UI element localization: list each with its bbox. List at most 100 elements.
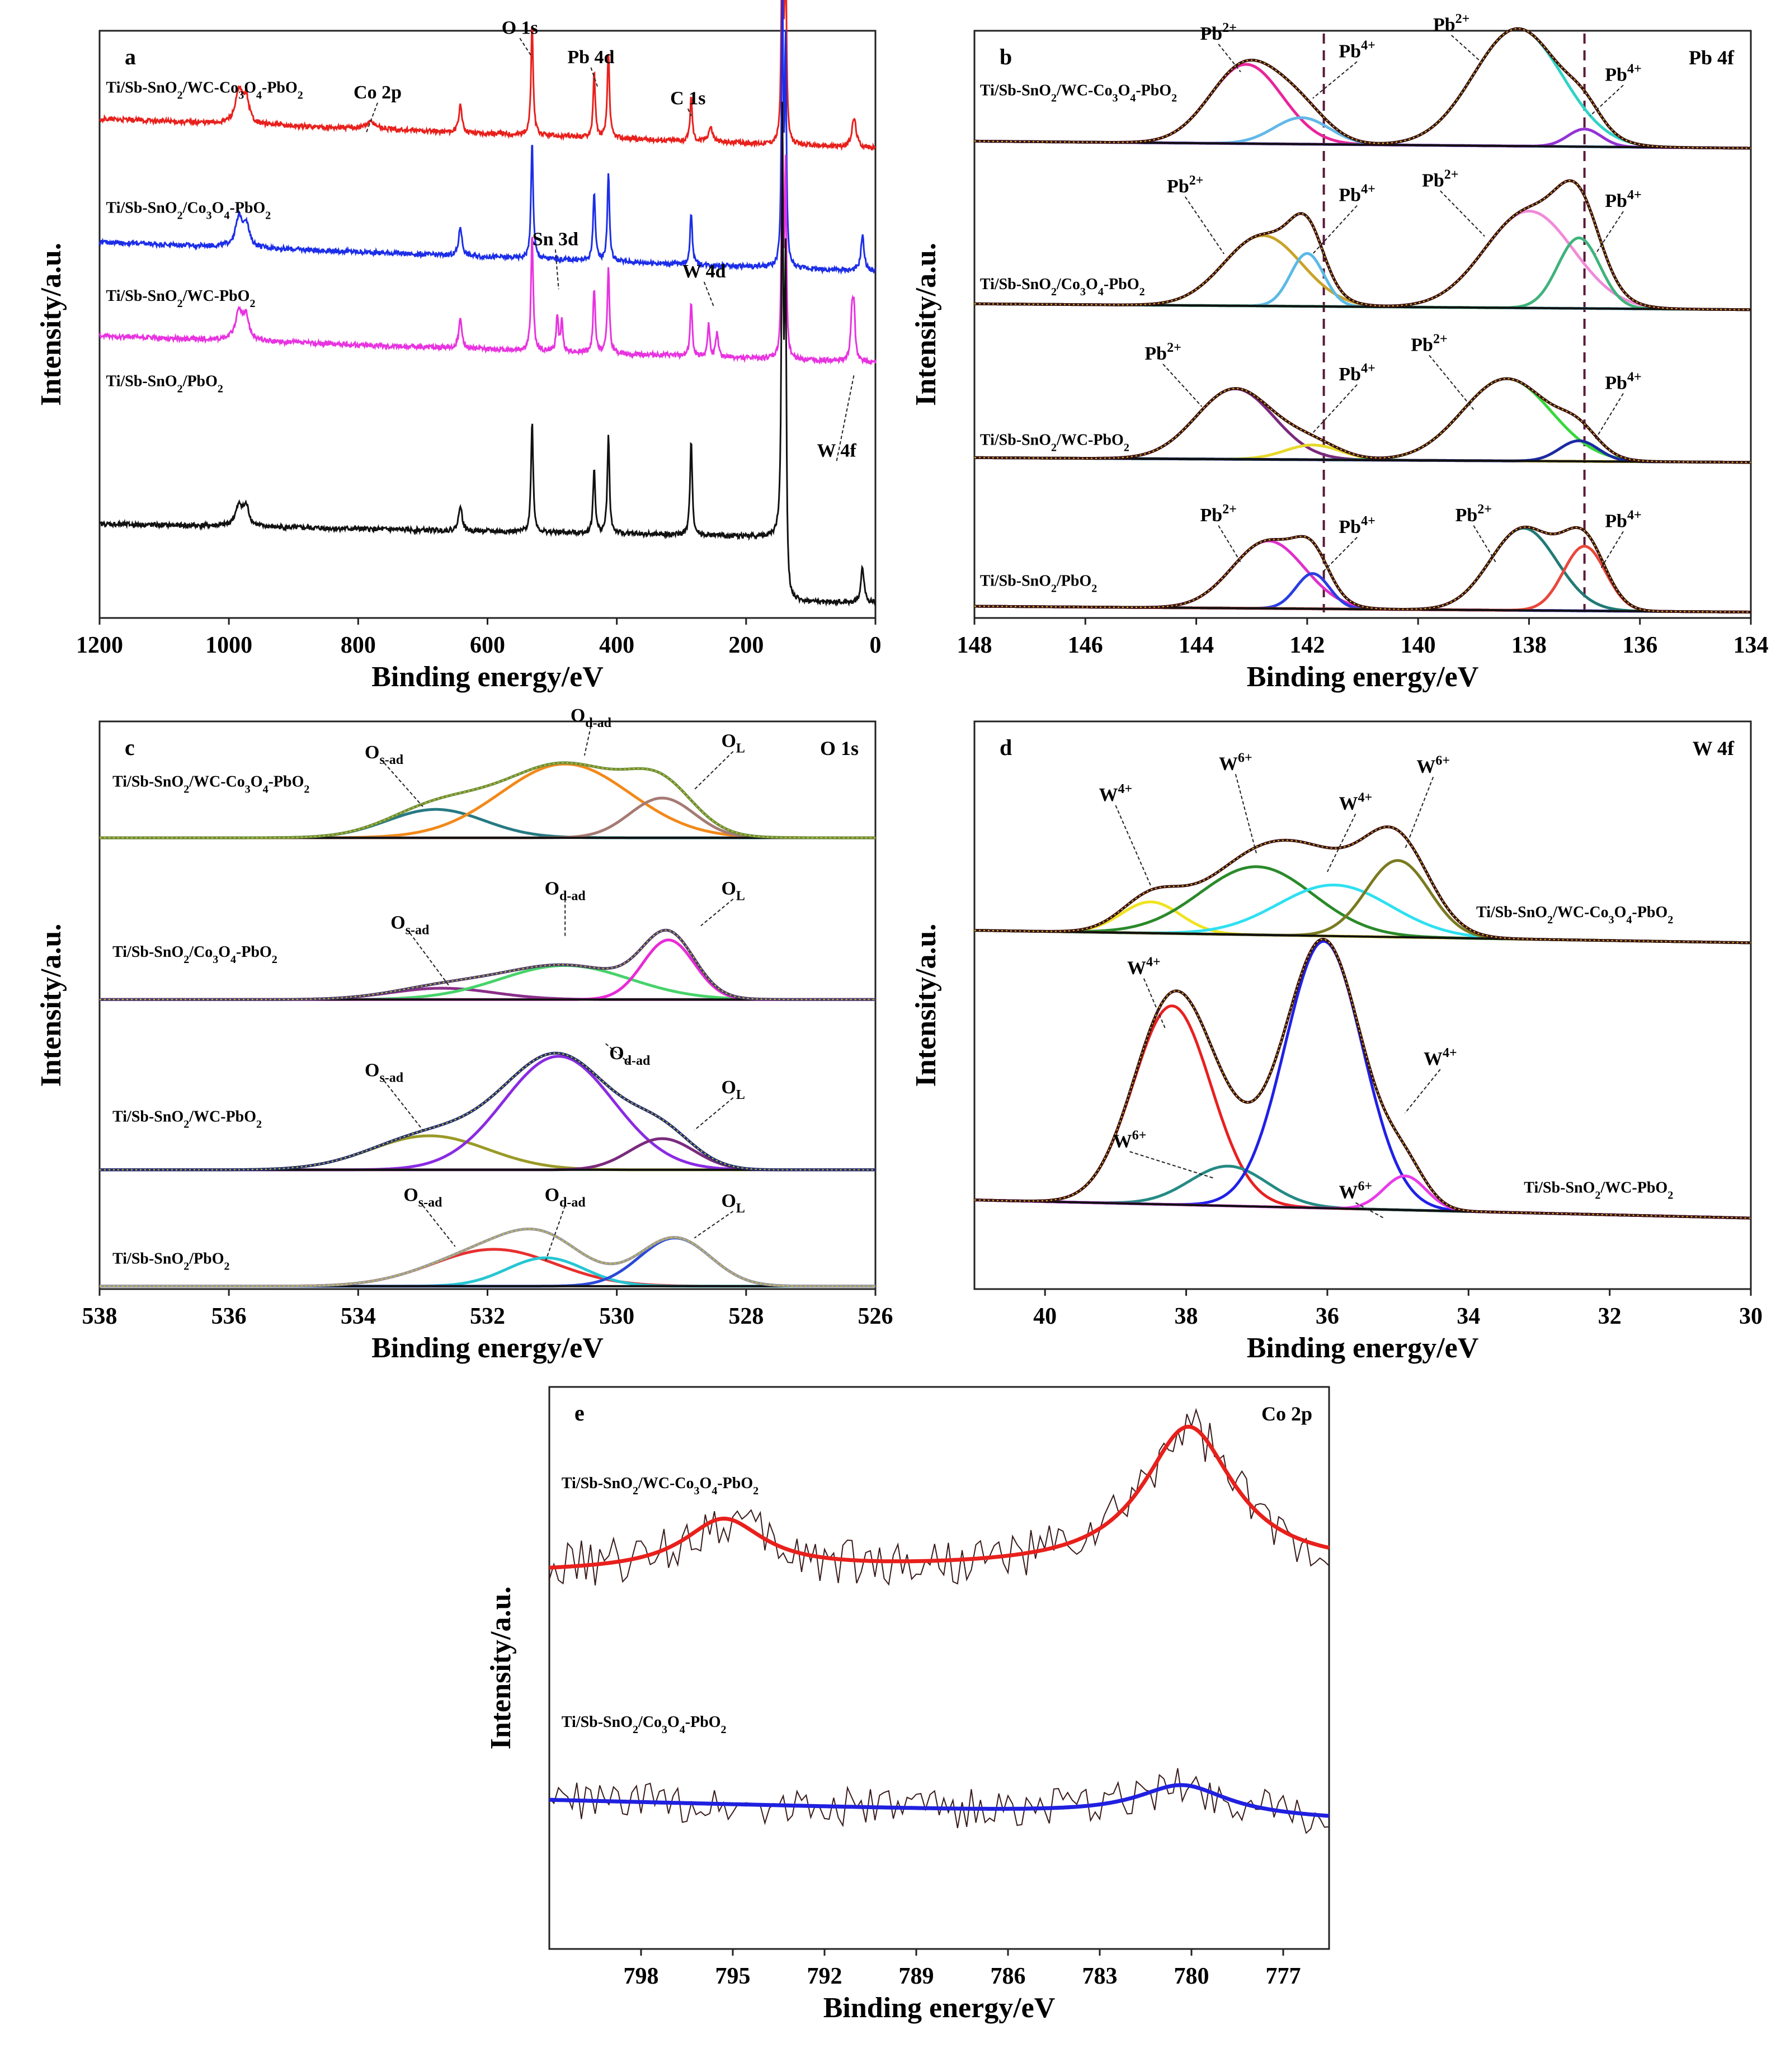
- annotation-leader-line: [1600, 531, 1624, 569]
- annotation-leader-line: [1404, 776, 1434, 849]
- annotation-leader-line: [703, 281, 714, 307]
- x-tick-label: 144: [1179, 633, 1214, 658]
- panel-d: 40 38 36 34 32 30 Binding energy/eV Intensity/a…: [910, 720, 1763, 1364]
- x-axis-title: Binding energy/eV: [1247, 661, 1479, 693]
- annotation-label: OL: [721, 1077, 745, 1102]
- panel-e: 798 795 792 789 786 783 780 777 Binding energy/e…: [485, 1386, 1330, 2024]
- sample-label: Ti/Sb-SnO2/Co3O4-PbO2: [980, 276, 1145, 298]
- x-tick-label: 532: [470, 1304, 505, 1329]
- raw-data-dotted-line: [974, 526, 1751, 613]
- annotation-leader-line: [409, 932, 449, 986]
- x-axis-title: Binding energy/eV: [371, 1332, 604, 1364]
- sample-label: Ti/Sb-SnO2/WC-PbO2: [106, 287, 256, 310]
- sample-label: Ti/Sb-SnO2/PbO2: [106, 372, 223, 395]
- annotation-label: Od-ad: [609, 1043, 651, 1068]
- annotation-leader-line: [1312, 205, 1358, 254]
- annotation-leader-line: [1312, 61, 1358, 99]
- series-c-3: Ti/Sb-SnO2/PbO2: [100, 1228, 875, 1288]
- annotation-label: Pb4+: [1605, 508, 1641, 531]
- x-tick-label: 148: [957, 633, 992, 658]
- annotation-leader-line: [694, 1097, 734, 1131]
- panel-a: 1200 1000 800 600 400 200 0 Binding energy/eV In…: [35, 0, 882, 693]
- x-axis-title: Binding energy/eV: [823, 1992, 1056, 2024]
- annotation-label: Od-ad: [571, 705, 612, 730]
- sample-label: Ti/Sb-SnO2/PbO2: [112, 1250, 229, 1272]
- annotation-label: W6+: [1416, 753, 1450, 777]
- x-tick-label: 1200: [76, 633, 123, 658]
- x-tick-label: 146: [1068, 633, 1103, 658]
- panel-tag: Pb 4f: [1689, 46, 1735, 69]
- annotation-leader-line: [1429, 355, 1475, 410]
- survey-spectrum-line: [98, 108, 877, 366]
- annotation-leader-line: [1115, 805, 1152, 886]
- annotation-leader-line: [383, 1080, 423, 1131]
- annotation-label: Co 2p: [354, 82, 402, 103]
- panel-tag: O 1s: [820, 737, 859, 759]
- annotation-leader-line: [1218, 44, 1241, 73]
- panel-c: 538 536 534 532 530 528 526 Binding energy/eV In…: [35, 705, 893, 1364]
- x-tick-label: 142: [1289, 633, 1325, 658]
- x-tick-label: 792: [807, 1964, 842, 1989]
- fit-component-peak: [974, 387, 1751, 464]
- raw-data-dotted-line: [974, 938, 1751, 1219]
- fit-component-peak: [974, 940, 1751, 1220]
- fit-curve: [549, 1424, 1330, 1570]
- x-tick-label: 795: [715, 1964, 751, 1989]
- annotation-label: W 4f: [817, 440, 857, 461]
- annotation-leader-line: [1440, 190, 1485, 237]
- y-axis-title: Intensity/a.u.: [910, 924, 942, 1087]
- annotation-label: Os-ad: [365, 1060, 404, 1085]
- annotation-leader-line: [1404, 1069, 1441, 1113]
- fit-envelope-line: [974, 377, 1751, 464]
- x-tick-label: 800: [341, 633, 376, 658]
- x-tick-label: 32: [1598, 1304, 1622, 1329]
- annotation-label: Od-ad: [545, 1185, 586, 1210]
- plot-frame: [98, 720, 877, 1290]
- annotation-label: O 1s: [502, 17, 538, 38]
- annotation-leader-line: [1595, 393, 1624, 440]
- raw-noisy-trace: [549, 1408, 1330, 1586]
- annotation-label: W4+: [1127, 955, 1161, 979]
- raw-data-dotted-line: [974, 378, 1751, 463]
- x-tick-label: 780: [1174, 1964, 1209, 1989]
- fit-envelope-line: [974, 937, 1751, 1220]
- annotation-label: Pb2+: [1411, 332, 1447, 355]
- x-tick-label: 536: [211, 1304, 247, 1329]
- annotation-label: W 4d: [682, 261, 726, 282]
- series-e-1: Ti/Sb-SnO2/Co3O4-PbO2: [549, 1714, 1330, 1834]
- annotation-label: Pb2+: [1433, 12, 1469, 35]
- plot-frame: [973, 720, 1752, 1290]
- fit-curve: [549, 1783, 1330, 1818]
- x-tick-label: 30: [1739, 1304, 1763, 1329]
- sample-label: Ti/Sb-SnO2/WC-Co3O4-PbO2: [980, 82, 1177, 105]
- x-tick-label: 34: [1457, 1304, 1480, 1329]
- annotation-leader-line: [1312, 384, 1358, 433]
- x-tick-label: 538: [82, 1304, 117, 1329]
- sample-label: Ti/Sb-SnO2/PbO2: [980, 572, 1097, 594]
- annotation-leader-line: [554, 249, 559, 290]
- x-tick-label: 534: [341, 1304, 376, 1329]
- annotation-leader-line: [694, 751, 734, 790]
- fit-component-peak: [974, 234, 1751, 311]
- fit-component-peak: [974, 526, 1751, 613]
- annotation-label: W4+: [1424, 1046, 1457, 1069]
- annotation-leader-line: [694, 1211, 734, 1239]
- annotation-label: OL: [721, 731, 745, 756]
- panel-b: 148 146 144 142 140 138 136 134 Binding energy/e…: [910, 12, 1769, 693]
- sample-label: Ti/Sb-SnO2/WC-PbO2: [980, 431, 1129, 454]
- sample-label: Ti/Sb-SnO2/WC-Co3O4-PbO2: [112, 773, 309, 796]
- annotation-leader-line: [603, 1041, 630, 1064]
- annotation-label: Pb2+: [1455, 502, 1492, 526]
- x-tick-label: 777: [1266, 1964, 1301, 1989]
- annotation-label: Od-ad: [545, 879, 586, 904]
- annotation-label: C 1s: [670, 88, 705, 108]
- annotation-leader-line: [1595, 211, 1624, 254]
- panel-letter: b: [1000, 44, 1012, 69]
- x-tick-label: 783: [1082, 1964, 1118, 1989]
- x-tick-label: 0: [870, 633, 882, 658]
- panel-letter: c: [125, 735, 135, 760]
- fit-component-peak: [974, 377, 1751, 464]
- fit-envelope-line: [974, 525, 1751, 613]
- x-tick-label: 38: [1175, 1304, 1198, 1329]
